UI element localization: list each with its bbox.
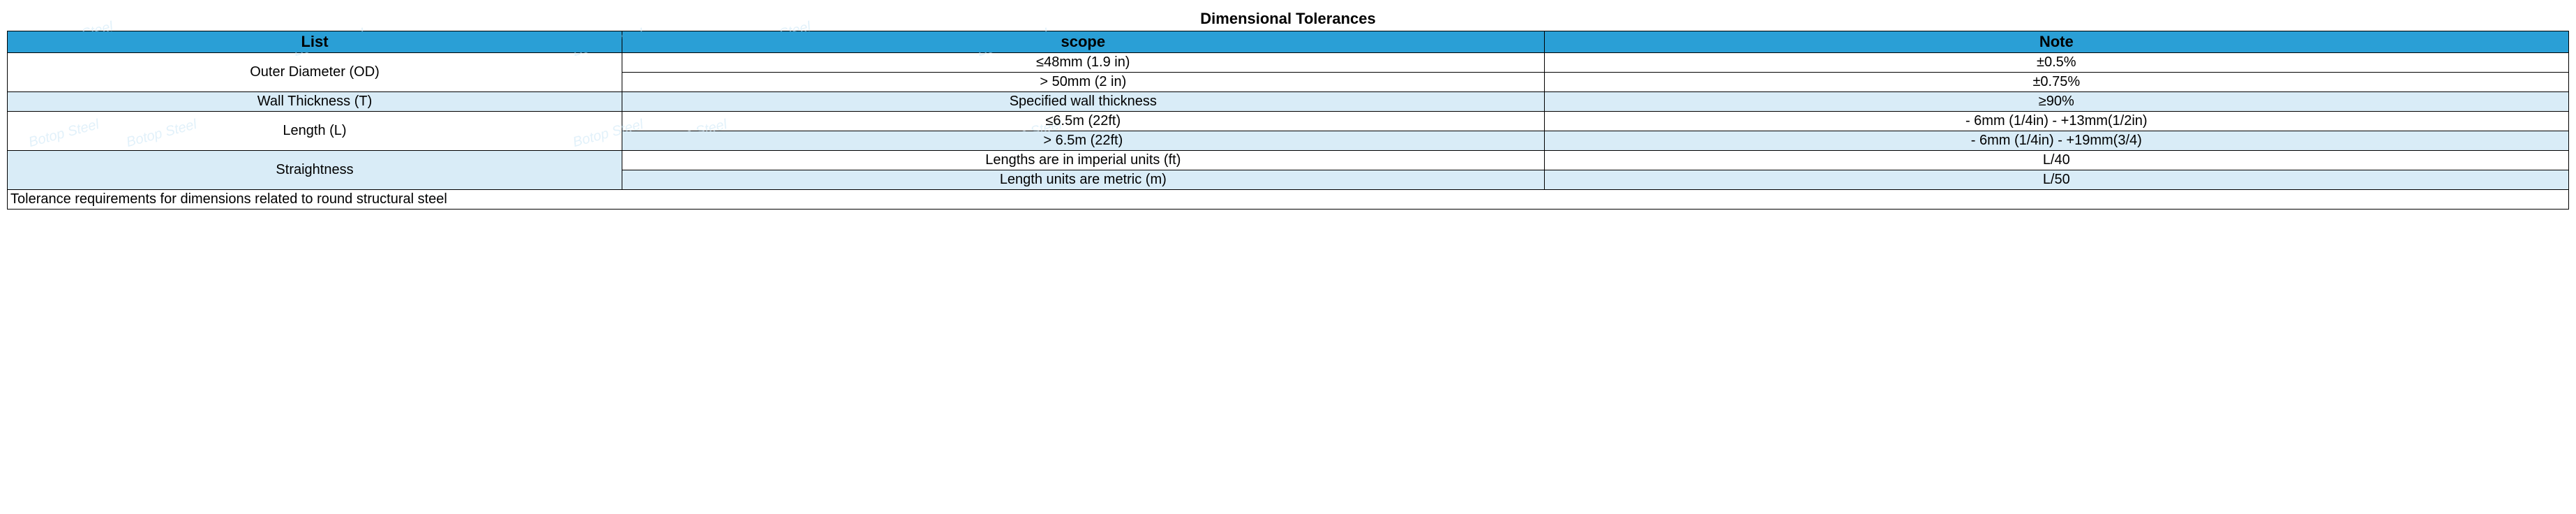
table-row: Wall Thickness (T) Specified wall thickn… (8, 92, 2569, 112)
cell-note: L/40 (1544, 151, 2568, 170)
cell-scope: ≤48mm (1.9 in) (622, 53, 1545, 73)
footer-cell: Tolerance requirements for dimensions re… (8, 190, 2569, 210)
cell-note: - 6mm (1/4in) - +13mm(1/2in) (1544, 112, 2568, 131)
cell-scope: Length units are metric (m) (622, 170, 1545, 190)
cell-note: ±0.75% (1544, 73, 2568, 92)
cell-list: Straightness (8, 151, 622, 190)
tolerances-table: List scope Note Outer Diameter (OD) ≤48m… (7, 31, 2569, 210)
table-row: Straightness Lengths are in imperial uni… (8, 151, 2569, 170)
table-title: Dimensional Tolerances (7, 7, 2569, 31)
header-scope: scope (622, 31, 1545, 53)
cell-list: Wall Thickness (T) (8, 92, 622, 112)
header-note: Note (1544, 31, 2568, 53)
cell-scope: > 6.5m (22ft) (622, 131, 1545, 151)
table-row: Outer Diameter (OD) ≤48mm (1.9 in) ±0.5% (8, 53, 2569, 73)
cell-note: ±0.5% (1544, 53, 2568, 73)
cell-list: Outer Diameter (OD) (8, 53, 622, 92)
cell-scope: Specified wall thickness (622, 92, 1545, 112)
cell-note: - 6mm (1/4in) - +19mm(3/4) (1544, 131, 2568, 151)
table-footer-row: Tolerance requirements for dimensions re… (8, 190, 2569, 210)
cell-scope: ≤6.5m (22ft) (622, 112, 1545, 131)
cell-list: Length (L) (8, 112, 622, 151)
header-list: List (8, 31, 622, 53)
cell-note: ≥90% (1544, 92, 2568, 112)
table-header-row: List scope Note (8, 31, 2569, 53)
cell-note: L/50 (1544, 170, 2568, 190)
table-row: Length (L) ≤6.5m (22ft) - 6mm (1/4in) - … (8, 112, 2569, 131)
cell-scope: Lengths are in imperial units (ft) (622, 151, 1545, 170)
cell-scope: > 50mm (2 in) (622, 73, 1545, 92)
